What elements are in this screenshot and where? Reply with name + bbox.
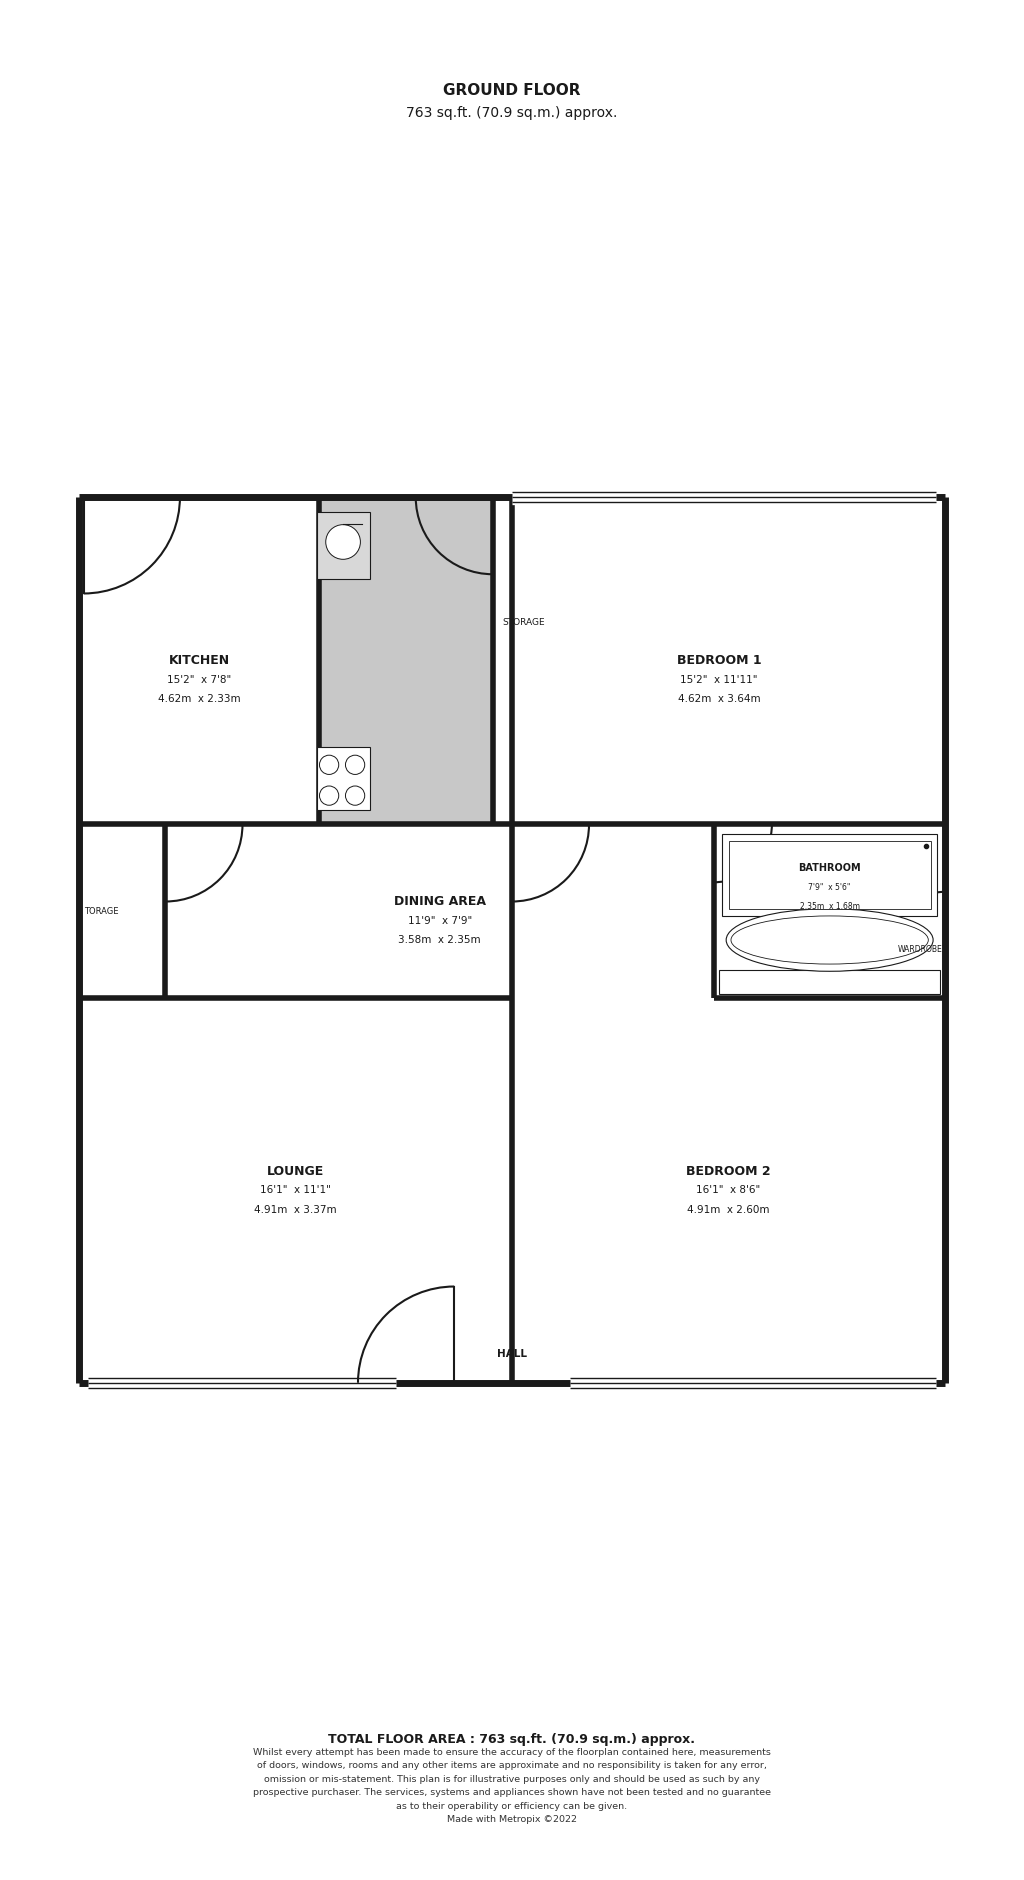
Text: 15'2"  x 7'8": 15'2" x 7'8" (167, 675, 231, 684)
Text: HALL: HALL (497, 1350, 527, 1359)
Text: 4.62m  x 3.64m: 4.62m x 3.64m (678, 694, 760, 705)
Text: 11'9"  x 7'9": 11'9" x 7'9" (408, 916, 472, 925)
Text: BATHROOM: BATHROOM (799, 863, 861, 872)
Text: 7'9"  x 5'6": 7'9" x 5'6" (809, 882, 851, 891)
Text: 15'2"  x 11'11": 15'2" x 11'11" (680, 675, 758, 684)
Text: DINING AREA: DINING AREA (394, 895, 485, 908)
Text: 16'1"  x 11'1": 16'1" x 11'1" (260, 1184, 331, 1196)
Text: TOTAL FLOOR AREA : 763 sq.ft. (70.9 sq.m.) approx.: TOTAL FLOOR AREA : 763 sq.ft. (70.9 sq.m… (329, 1733, 695, 1745)
Ellipse shape (731, 916, 929, 964)
Bar (316, 748, 370, 810)
Text: KITCHEN: KITCHEN (169, 654, 229, 667)
Bar (319, 496, 493, 825)
Text: Whilst every attempt has been made to ensure the accuracy of the floorplan conta: Whilst every attempt has been made to en… (253, 1748, 771, 1824)
Text: 3.58m  x 2.35m: 3.58m x 2.35m (398, 934, 481, 946)
Bar (722, 835, 937, 916)
Circle shape (326, 525, 360, 560)
Text: 763 sq.ft. (70.9 sq.m.) approx.: 763 sq.ft. (70.9 sq.m.) approx. (407, 105, 617, 120)
Text: 4.91m  x 3.37m: 4.91m x 3.37m (254, 1205, 337, 1214)
Text: TORAGE: TORAGE (84, 906, 118, 916)
Text: 16'1"  x 8'6": 16'1" x 8'6" (696, 1184, 761, 1196)
Text: 4.62m  x 2.33m: 4.62m x 2.33m (158, 694, 241, 705)
Text: WARDROBE: WARDROBE (897, 946, 942, 955)
Bar (729, 840, 931, 910)
Text: GROUND FLOOR: GROUND FLOOR (443, 83, 581, 98)
Text: LOUNGE: LOUNGE (267, 1164, 324, 1177)
Bar (719, 970, 940, 995)
Text: 4.91m  x 2.60m: 4.91m x 2.60m (687, 1205, 770, 1214)
Text: BEDROOM 2: BEDROOM 2 (686, 1164, 771, 1177)
Text: BEDROOM 1: BEDROOM 1 (677, 654, 761, 667)
Circle shape (345, 756, 365, 775)
Text: 2.35m  x 1.68m: 2.35m x 1.68m (800, 902, 859, 910)
Ellipse shape (726, 908, 933, 972)
Circle shape (345, 786, 365, 805)
Bar (316, 511, 370, 579)
Circle shape (319, 786, 339, 805)
Circle shape (319, 756, 339, 775)
Text: STORAGE: STORAGE (503, 619, 545, 626)
